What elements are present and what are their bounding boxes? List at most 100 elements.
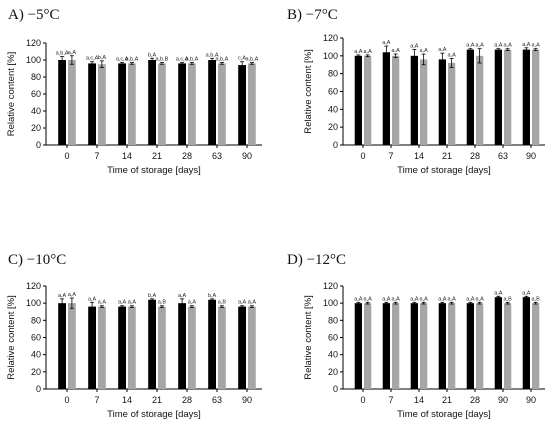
significance-label: a,A (118, 300, 127, 306)
significance-label: a,b,A (56, 51, 69, 57)
significance-label: a,B (532, 296, 541, 302)
significance-label: a,A (420, 296, 429, 302)
significance-label: c,A (238, 56, 246, 62)
y-tick-label: 60 (31, 333, 41, 343)
significance-label: a,A (354, 49, 363, 55)
bar-series-1 (58, 303, 66, 389)
bar-series-1 (208, 60, 216, 145)
bar-series-2 (420, 59, 428, 145)
significance-label: a,A (532, 43, 541, 49)
y-tick-label: 0 (333, 384, 338, 394)
y-tick-label: 120 (323, 281, 338, 291)
x-axis-title: Time of storage [days] (107, 165, 201, 176)
bar-series-2 (364, 55, 372, 146)
significance-label: a,B (158, 300, 167, 306)
y-tick-label: 120 (26, 38, 41, 48)
y-tick-label: 100 (323, 298, 338, 308)
x-tick-label: 28 (470, 395, 480, 405)
y-tick-label: 40 (31, 106, 41, 116)
y-axis-title: Relative content [%] (303, 295, 314, 380)
y-tick-label: 0 (36, 140, 41, 150)
y-tick-label: 120 (323, 33, 338, 43)
significance-label: a,A (476, 43, 485, 49)
significance-label: a,A (466, 296, 475, 302)
bar-series-1 (118, 63, 126, 145)
bar-series-2 (248, 306, 256, 389)
x-tick-label: 90 (242, 395, 252, 405)
y-tick-label: 0 (36, 384, 41, 394)
significance-label: a,A (420, 48, 429, 54)
bar-series-1 (466, 303, 474, 389)
bar-series-1 (494, 297, 502, 389)
x-tick-label: 14 (122, 395, 132, 405)
y-tick-label: 80 (31, 315, 41, 325)
significance-label: a,c,A (86, 56, 99, 62)
panel-label-d: D) −12°C (287, 252, 346, 268)
y-axis-title: Relative content [%] (6, 52, 17, 137)
x-tick-label: 63 (212, 151, 222, 161)
bar-series-1 (208, 299, 216, 389)
x-tick-label: 21 (442, 151, 452, 161)
x-tick-label: 14 (414, 395, 424, 405)
x-tick-label: 7 (388, 395, 393, 405)
y-tick-label: 20 (328, 367, 338, 377)
x-tick-label: 0 (64, 151, 69, 161)
bar-series-2 (420, 303, 428, 389)
y-tick-label: 60 (328, 333, 338, 343)
bar-series-2 (188, 306, 196, 389)
x-tick-label: 28 (182, 151, 192, 161)
bar-series-1 (178, 303, 186, 389)
bar-series-2 (98, 64, 106, 145)
significance-label: a,b,B (155, 57, 168, 63)
y-tick-label: 40 (328, 350, 338, 360)
bar-series-2 (188, 63, 196, 145)
significance-label: a,A (494, 43, 503, 49)
x-axis-title: Time of storage [days] (107, 409, 201, 420)
bar-series-1 (382, 52, 390, 146)
bar-series-1 (382, 303, 390, 389)
x-tick-label: 90 (526, 395, 536, 405)
bar-series-1 (494, 49, 502, 145)
y-tick-label: 20 (328, 122, 338, 132)
y-tick-label: 60 (31, 89, 41, 99)
significance-label: a,A (438, 47, 447, 53)
bar-series-1 (466, 49, 474, 145)
bar-series-1 (148, 299, 156, 389)
significance-label: a,A (382, 296, 391, 302)
bar-series-1 (178, 63, 186, 145)
bar-series-1 (58, 60, 66, 145)
y-axis-title: Relative content [%] (303, 49, 314, 134)
significance-label: a,A (238, 300, 247, 306)
x-tick-label: 63 (498, 151, 508, 161)
bar-series-2 (392, 303, 400, 389)
y-tick-label: 80 (31, 72, 41, 82)
significance-label: a,A (128, 300, 137, 306)
bar-series-2 (532, 303, 540, 389)
x-tick-label: 90 (498, 395, 508, 405)
bar-series-1 (354, 55, 362, 146)
x-tick-label: 21 (152, 395, 162, 405)
x-tick-label: 21 (442, 395, 452, 405)
bar-series-1 (438, 303, 446, 389)
x-tick-label: 7 (388, 151, 393, 161)
significance-label: a,b,A (125, 57, 138, 63)
y-tick-label: 80 (328, 69, 338, 79)
bar-series-1 (438, 59, 446, 145)
bar-series-1 (522, 49, 530, 145)
significance-label: a,A (364, 296, 373, 302)
significance-label: a,A (410, 44, 419, 50)
x-tick-label: 28 (470, 151, 480, 161)
y-tick-label: 20 (31, 367, 41, 377)
significance-label: a,B (218, 300, 227, 306)
significance-label: a,A (448, 296, 457, 302)
y-tick-label: 100 (26, 298, 41, 308)
significance-label: a,A (466, 43, 475, 49)
significance-label: a,A (522, 290, 531, 296)
x-tick-label: 63 (212, 395, 222, 405)
significance-label: a,A (58, 293, 67, 299)
significance-label: a,c,A (116, 57, 129, 63)
y-tick-label: 40 (328, 104, 338, 114)
y-tick-label: 80 (328, 315, 338, 325)
